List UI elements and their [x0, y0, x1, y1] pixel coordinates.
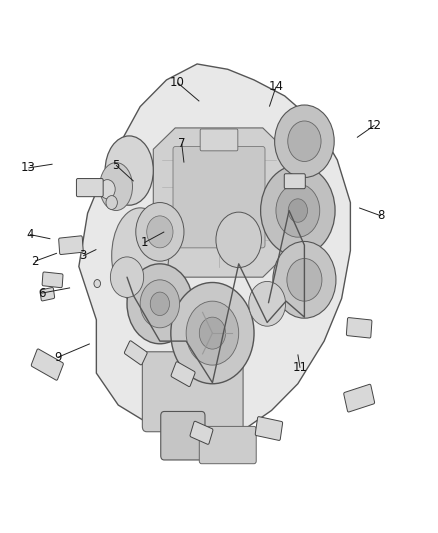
- Text: 12: 12: [367, 119, 382, 132]
- Polygon shape: [153, 128, 285, 277]
- Text: 13: 13: [21, 161, 36, 174]
- Text: 4: 4: [26, 228, 34, 241]
- Circle shape: [273, 241, 336, 318]
- Circle shape: [94, 279, 100, 288]
- Text: 1: 1: [141, 236, 148, 249]
- Circle shape: [249, 281, 286, 326]
- FancyBboxPatch shape: [284, 174, 305, 189]
- Text: 11: 11: [293, 361, 307, 374]
- Circle shape: [275, 105, 334, 177]
- FancyBboxPatch shape: [76, 179, 103, 197]
- Text: 7: 7: [178, 138, 186, 150]
- Text: 9: 9: [54, 351, 62, 364]
- FancyBboxPatch shape: [161, 411, 205, 460]
- FancyBboxPatch shape: [190, 421, 213, 445]
- Ellipse shape: [100, 163, 132, 211]
- FancyBboxPatch shape: [344, 384, 374, 412]
- Circle shape: [186, 301, 239, 365]
- Circle shape: [288, 199, 307, 222]
- Circle shape: [110, 257, 144, 297]
- FancyBboxPatch shape: [142, 352, 243, 432]
- Circle shape: [140, 280, 180, 328]
- FancyBboxPatch shape: [200, 129, 238, 151]
- FancyBboxPatch shape: [346, 318, 372, 338]
- FancyBboxPatch shape: [59, 236, 83, 255]
- FancyBboxPatch shape: [40, 287, 55, 301]
- Text: 2: 2: [31, 255, 39, 268]
- Polygon shape: [79, 64, 350, 442]
- Text: 8: 8: [378, 209, 385, 222]
- FancyBboxPatch shape: [31, 349, 64, 380]
- Circle shape: [199, 317, 226, 349]
- Circle shape: [127, 264, 193, 344]
- FancyBboxPatch shape: [173, 147, 265, 248]
- Text: 14: 14: [268, 80, 283, 93]
- Circle shape: [288, 121, 321, 161]
- FancyBboxPatch shape: [42, 272, 63, 288]
- FancyBboxPatch shape: [171, 362, 195, 386]
- Circle shape: [99, 180, 115, 199]
- Text: 6: 6: [38, 287, 46, 300]
- Text: 3: 3: [80, 249, 87, 262]
- Circle shape: [287, 259, 322, 301]
- Text: 10: 10: [170, 76, 185, 89]
- Ellipse shape: [105, 136, 153, 205]
- Circle shape: [150, 292, 170, 316]
- Circle shape: [261, 165, 335, 256]
- Circle shape: [171, 282, 254, 384]
- Circle shape: [147, 216, 173, 248]
- Ellipse shape: [112, 208, 169, 304]
- FancyBboxPatch shape: [199, 426, 256, 464]
- Circle shape: [216, 212, 261, 268]
- Text: 5: 5: [113, 159, 120, 172]
- FancyBboxPatch shape: [255, 417, 283, 440]
- Circle shape: [106, 196, 117, 209]
- Circle shape: [276, 184, 320, 237]
- FancyBboxPatch shape: [124, 341, 147, 365]
- Circle shape: [136, 203, 184, 261]
